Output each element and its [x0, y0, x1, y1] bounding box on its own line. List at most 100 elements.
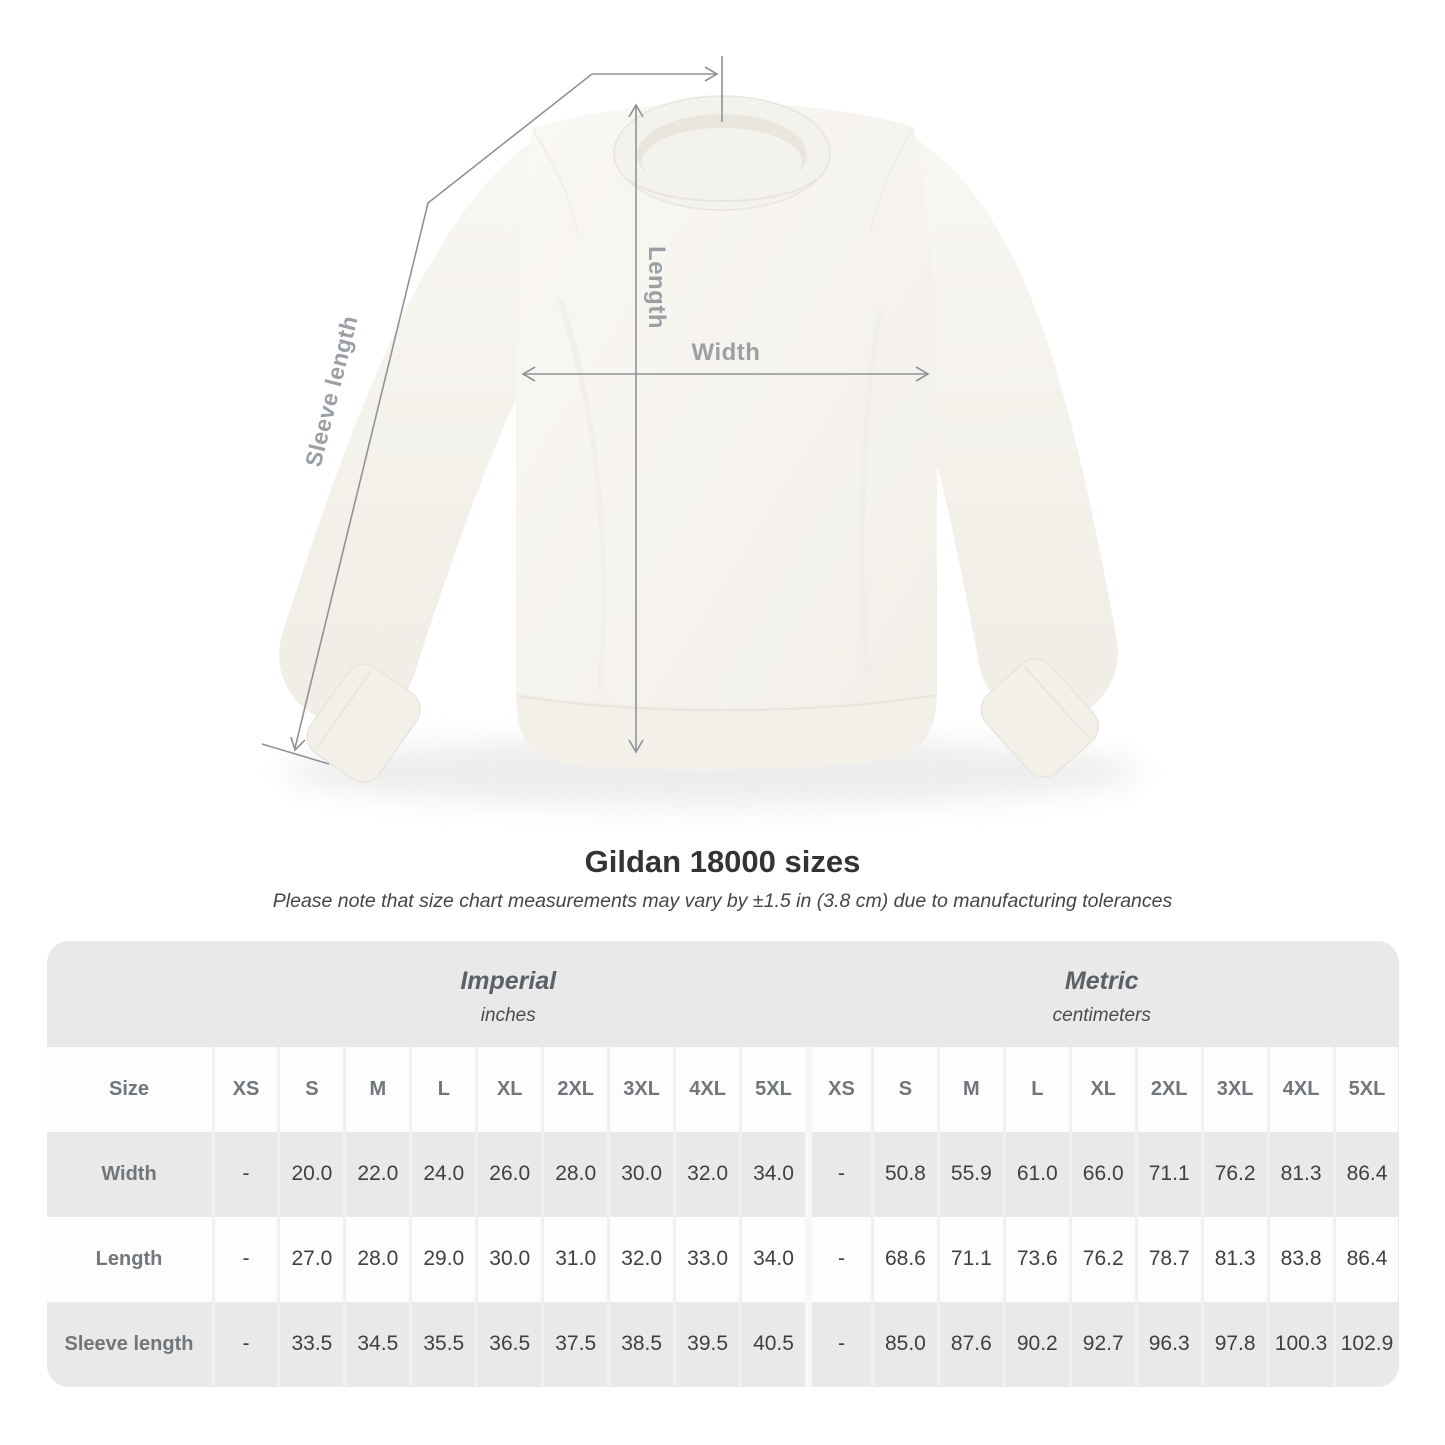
arrowhead-right-icon [704, 66, 719, 82]
size-table: Imperial inches Metric centimeters Size X… [46, 940, 1399, 1387]
row-label-length: Length [46, 1216, 212, 1302]
value-cell-imperial-length-4xl: 33.0 [673, 1216, 740, 1302]
size-header-imperial-xs: XS [211, 1046, 278, 1132]
sweatshirt-diagram: Width Length Sleeve length [261, 56, 1142, 806]
value-cell-imperial-sleeve-length-4xl: 39.5 [673, 1301, 740, 1387]
value-cell-metric-length-4xl: 83.8 [1266, 1216, 1333, 1302]
arrowhead-down-icon [628, 739, 644, 754]
value-cell-metric-sleeve-length-l: 90.2 [1002, 1301, 1069, 1387]
width-dimension-label: Width [692, 339, 761, 366]
value-cell-imperial-length-xl: 30.0 [475, 1216, 542, 1302]
size-header-imperial-5xl: 5XL [739, 1046, 805, 1132]
left-cuff [306, 663, 421, 783]
metric-label: Metric [1064, 966, 1139, 995]
value-cell-metric-length-xl: 76.2 [1068, 1216, 1135, 1302]
sweatshirt-image [279, 95, 1118, 783]
metric-group-header: Metric centimeters [805, 967, 1399, 1027]
size-header-metric-3xl: 3XL [1200, 1046, 1267, 1132]
size-header-metric-m: M [936, 1046, 1003, 1132]
value-cell-imperial-width-l: 24.0 [409, 1131, 476, 1217]
value-cell-metric-width-s: 50.8 [870, 1131, 937, 1217]
size-header-metric-5xl: 5XL [1332, 1046, 1399, 1132]
value-cell-imperial-sleeve-length-xs: - [211, 1301, 278, 1387]
right-shoulder-seam [869, 128, 914, 234]
imperial-label: Imperial [460, 966, 557, 995]
value-cell-imperial-sleeve-length-s: 33.5 [277, 1301, 344, 1387]
value-cell-imperial-sleeve-length-3xl: 38.5 [607, 1301, 674, 1387]
value-cell-metric-sleeve-length-2xl: 96.3 [1134, 1301, 1201, 1387]
size-header-imperial-xl: XL [475, 1046, 542, 1132]
value-cell-imperial-length-5xl: 34.0 [739, 1216, 805, 1302]
value-cell-metric-length-m: 71.1 [936, 1216, 1003, 1302]
size-header-metric-xs: XS [804, 1046, 871, 1132]
value-cell-imperial-length-s: 27.0 [277, 1216, 344, 1302]
value-cell-imperial-width-xs: - [211, 1131, 278, 1217]
garment-shadow [282, 738, 1142, 806]
tolerance-note: Please note that size chart measurements… [272, 889, 1173, 912]
size-header-metric-l: L [1002, 1046, 1069, 1132]
value-cell-imperial-sleeve-length-m: 34.5 [343, 1301, 410, 1387]
size-header-imperial-3xl: 3XL [607, 1046, 674, 1132]
sleeve-diagonal-line [294, 73, 593, 749]
value-cell-imperial-sleeve-length-5xl: 40.5 [739, 1301, 805, 1387]
row-label-width: Width [46, 1131, 212, 1217]
size-header-metric-2xl: 2XL [1134, 1046, 1201, 1132]
value-cell-metric-width-l: 61.0 [1002, 1131, 1069, 1217]
collar [613, 95, 831, 211]
arrowhead-right-icon [915, 366, 930, 382]
value-cell-imperial-length-3xl: 32.0 [607, 1216, 674, 1302]
value-cell-metric-length-xs: - [804, 1216, 871, 1302]
value-cell-metric-width-m: 55.9 [936, 1131, 1003, 1217]
value-cell-imperial-length-m: 28.0 [343, 1216, 410, 1302]
value-cell-imperial-length-xs: - [211, 1216, 278, 1302]
arrowhead-up-icon [628, 103, 644, 118]
value-cell-imperial-width-xl: 26.0 [475, 1131, 542, 1217]
body-panel [516, 103, 937, 771]
arrowhead-left-icon [521, 366, 536, 382]
size-header-metric-4xl: 4XL [1266, 1046, 1333, 1132]
value-cell-metric-sleeve-length-m: 87.6 [936, 1301, 1003, 1387]
crease [859, 309, 883, 681]
size-header-metric-s: S [870, 1046, 937, 1132]
value-cell-imperial-length-l: 29.0 [409, 1216, 476, 1302]
length-dimension-label: Length [643, 246, 670, 329]
value-cell-imperial-width-2xl: 28.0 [541, 1131, 608, 1217]
value-cell-metric-length-s: 68.6 [870, 1216, 937, 1302]
size-header-imperial-4xl: 4XL [673, 1046, 740, 1132]
value-cell-metric-width-4xl: 81.3 [1266, 1131, 1333, 1217]
value-cell-metric-sleeve-length-5xl: 102.9 [1332, 1301, 1399, 1387]
value-cell-imperial-width-m: 22.0 [343, 1131, 410, 1217]
value-cell-metric-sleeve-length-xl: 92.7 [1068, 1301, 1135, 1387]
value-cell-imperial-width-5xl: 34.0 [739, 1131, 805, 1217]
hem-band [517, 692, 936, 771]
crease [557, 299, 607, 691]
value-cell-metric-length-5xl: 86.4 [1332, 1216, 1399, 1302]
size-table-grid: Size XS S M L XL 2XL 3XL 4XL 5XL XS S M L XL 2XL 3XL 4XL 5… [46, 1046, 1399, 1387]
imperial-group-header: Imperial inches [212, 967, 806, 1027]
value-cell-imperial-sleeve-length-l: 35.5 [409, 1301, 476, 1387]
page-title: Gildan 18000 sizes [584, 844, 861, 879]
value-cell-imperial-width-3xl: 30.0 [607, 1131, 674, 1217]
value-cell-metric-width-5xl: 86.4 [1332, 1131, 1399, 1217]
value-cell-imperial-sleeve-length-2xl: 37.5 [541, 1301, 608, 1387]
value-cell-metric-sleeve-length-3xl: 97.8 [1200, 1301, 1267, 1387]
row-label-sleeve-length: Sleeve length [46, 1301, 212, 1387]
cuff-tick [261, 743, 330, 765]
value-cell-metric-width-2xl: 71.1 [1134, 1131, 1201, 1217]
inches-label: inches [480, 1004, 536, 1026]
centimeters-label: centimeters [1052, 1004, 1151, 1026]
value-cell-imperial-width-4xl: 32.0 [673, 1131, 740, 1217]
left-shoulder-seam [532, 129, 579, 236]
size-column-header: Size [46, 1046, 212, 1132]
size-diagram-section: Width Length Sleeve length [261, 56, 1142, 806]
value-cell-metric-sleeve-length-s: 85.0 [870, 1301, 937, 1387]
units-header-row: Imperial inches Metric centimeters [47, 941, 1399, 1047]
right-cuff [980, 658, 1100, 778]
value-cell-metric-sleeve-length-4xl: 100.3 [1266, 1301, 1333, 1387]
size-header-imperial-m: M [343, 1046, 410, 1132]
hem-seam [517, 694, 937, 712]
value-cell-metric-sleeve-length-xs: - [804, 1301, 871, 1387]
value-cell-metric-width-3xl: 76.2 [1200, 1131, 1267, 1217]
value-cell-imperial-length-2xl: 31.0 [541, 1216, 608, 1302]
